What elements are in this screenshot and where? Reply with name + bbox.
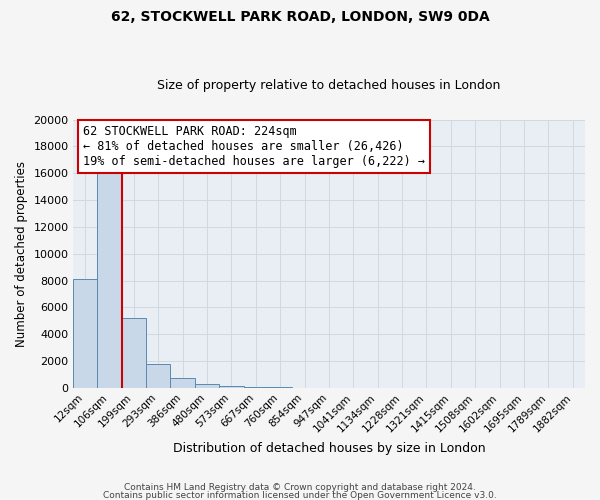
Bar xyxy=(73,280,97,388)
Bar xyxy=(97,166,122,388)
Title: Size of property relative to detached houses in London: Size of property relative to detached ho… xyxy=(157,79,500,92)
Bar xyxy=(170,378,195,388)
Y-axis label: Number of detached properties: Number of detached properties xyxy=(15,161,28,347)
Text: 62, STOCKWELL PARK ROAD, LONDON, SW9 0DA: 62, STOCKWELL PARK ROAD, LONDON, SW9 0DA xyxy=(110,10,490,24)
Text: 62 STOCKWELL PARK ROAD: 224sqm
← 81% of detached houses are smaller (26,426)
19%: 62 STOCKWELL PARK ROAD: 224sqm ← 81% of … xyxy=(83,125,425,168)
Text: Contains public sector information licensed under the Open Government Licence v3: Contains public sector information licen… xyxy=(103,490,497,500)
Text: Contains HM Land Registry data © Crown copyright and database right 2024.: Contains HM Land Registry data © Crown c… xyxy=(124,484,476,492)
Bar xyxy=(122,318,146,388)
Bar xyxy=(195,384,219,388)
X-axis label: Distribution of detached houses by size in London: Distribution of detached houses by size … xyxy=(173,442,485,455)
Bar xyxy=(268,386,292,388)
Bar xyxy=(219,386,244,388)
Bar xyxy=(244,386,268,388)
Bar xyxy=(146,364,170,388)
